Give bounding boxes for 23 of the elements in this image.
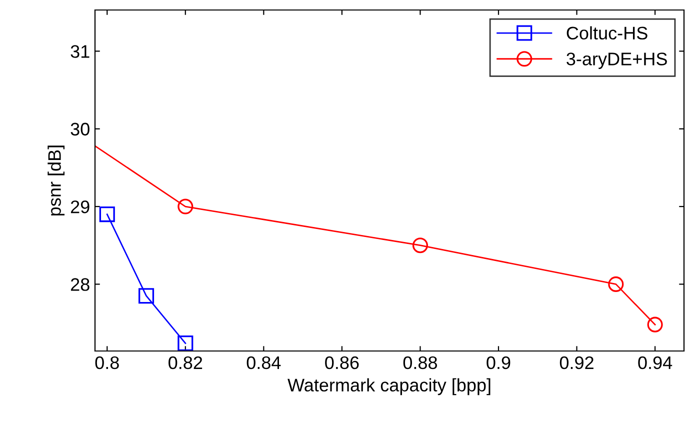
x-tick-label: 0.86: [325, 356, 359, 370]
x-tick-label: 0.9: [486, 356, 510, 370]
legend-label: Coltuc-HS: [566, 26, 648, 40]
point: [99, 206, 115, 222]
x-tick-label: 0.94: [638, 356, 672, 370]
point: [138, 288, 154, 304]
y-tick-label: 29: [70, 200, 90, 214]
point: [178, 335, 194, 351]
y-tick-label: 30: [70, 122, 90, 136]
point: [412, 238, 428, 254]
x-tick-label: 0.92: [560, 356, 594, 370]
y-axis-title: psnr [dB]: [48, 146, 64, 216]
point: [608, 276, 624, 292]
x-tick-label: 0.8: [95, 356, 119, 370]
point: [178, 198, 194, 214]
x-axis-title: Watermark capacity [bpp]: [288, 378, 490, 396]
x-tick-label: 0.82: [168, 356, 202, 370]
y-tick-label: 28: [70, 278, 90, 291]
point: [647, 316, 663, 332]
x-tick-label: 0.84: [246, 356, 281, 370]
x-tick-label: 0.88: [403, 356, 438, 370]
y-tick-label: 31: [70, 45, 90, 58]
legend-label: 3-aryDE+HS: [566, 52, 667, 69]
